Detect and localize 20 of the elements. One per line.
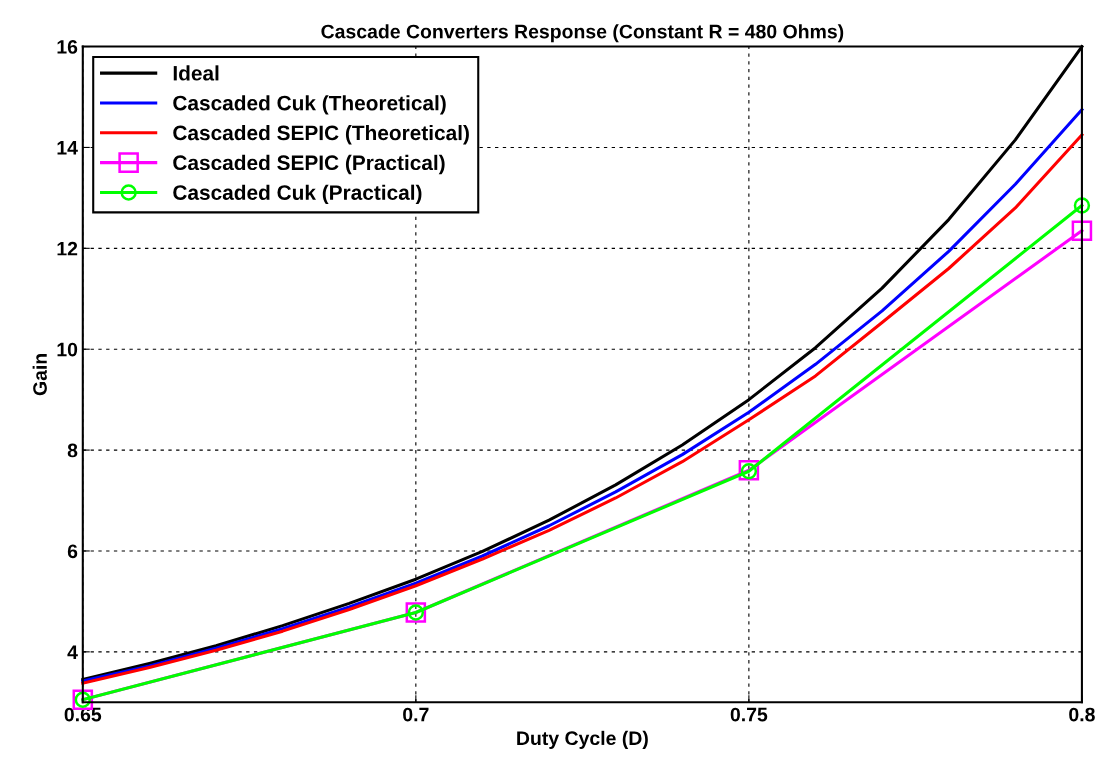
y-tick-label: 10: [57, 342, 78, 357]
legend-label: Cascaded Cuk (Theoretical): [173, 95, 446, 115]
y-tick-label: 8: [67, 443, 78, 458]
y-axis-title: Gain: [32, 354, 47, 396]
chart-title: Cascade Converters Response (Constant R = 480 Ohms): [321, 24, 844, 43]
legend-label: Cascaded SEPIC (Practical): [173, 154, 445, 175]
x-tick-label: 0.8: [1069, 707, 1095, 722]
y-tick-label: 16: [57, 40, 78, 54]
y-tick-label: 6: [67, 544, 78, 559]
x-tick-label: 0.75: [730, 707, 768, 722]
legend-label: Cascaded SEPIC (Theoretical): [173, 124, 469, 145]
legend-label: Ideal: [173, 65, 219, 81]
y-tick-label: 4: [67, 645, 78, 659]
point: [1073, 197, 1091, 214]
point: [1071, 220, 1093, 241]
x-tick-label: 0.7: [403, 707, 429, 722]
legend-label: Cascaded Cuk (Practical): [173, 184, 422, 205]
y-tick-label: 14: [57, 141, 78, 155]
y-tick-label: 12: [57, 241, 78, 256]
x-axis-title: Duty Cycle (D): [517, 730, 648, 749]
